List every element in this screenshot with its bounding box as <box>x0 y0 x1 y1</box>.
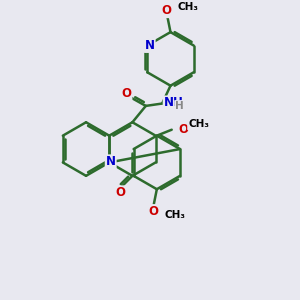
Text: O: O <box>178 123 188 136</box>
Text: N: N <box>145 39 155 52</box>
Text: O: O <box>149 205 159 218</box>
Text: H: H <box>175 101 184 111</box>
Text: CH₃: CH₃ <box>188 119 209 129</box>
Text: NH: NH <box>164 96 184 110</box>
Text: O: O <box>115 186 125 199</box>
Text: N: N <box>106 155 116 168</box>
Text: O: O <box>122 87 131 100</box>
Text: O: O <box>161 4 171 17</box>
Text: CH₃: CH₃ <box>164 210 185 220</box>
Text: CH₃: CH₃ <box>177 2 198 12</box>
